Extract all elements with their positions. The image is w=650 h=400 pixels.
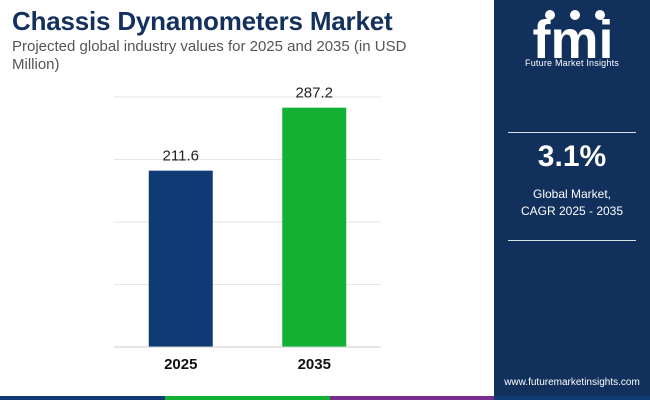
fmi-logo: fmi [533,10,614,70]
cagr-label-line1: Global Market, [532,187,612,201]
data-label-2035: 287.2 [295,85,333,102]
bars: 211.6 2025 287.2 2035 [148,85,347,373]
divider [508,240,636,241]
cagr-label-line2: CAGR 2025 - 2035 [520,204,624,218]
footer-bar-segment [494,396,650,400]
divider [508,132,636,133]
logo-dot-icon [595,10,605,20]
cagr-value: 3.1% [537,140,607,173]
bar-2025 [148,170,213,347]
x-tick-label-2025: 2025 [164,356,197,373]
logo-caption: Future Market Insights [525,58,619,68]
logo-dot-icon [545,10,555,20]
chart-subtitle: Projected global industry values for 202… [12,38,407,73]
footer-bar-segment [0,396,165,400]
footer-bar-segment [330,396,494,400]
x-tick-label-2035: 2035 [298,356,331,373]
cagr-label: Global Market, CAGR 2025 - 2035 [494,186,650,220]
logo-dot-icon [570,10,580,20]
summary-panel: fmi Future Market Insights 3.1% Global M… [494,0,650,400]
bar-2035 [282,107,347,348]
footer-bar-segment [165,396,330,400]
website-link[interactable]: www.futuremarketinsights.com [504,377,640,388]
data-label-2025: 211.6 [163,148,199,165]
chart-title: Chassis Dynamometers Market [12,6,393,36]
bar-chart: 211.6 2025 287.2 2035 [114,85,381,373]
